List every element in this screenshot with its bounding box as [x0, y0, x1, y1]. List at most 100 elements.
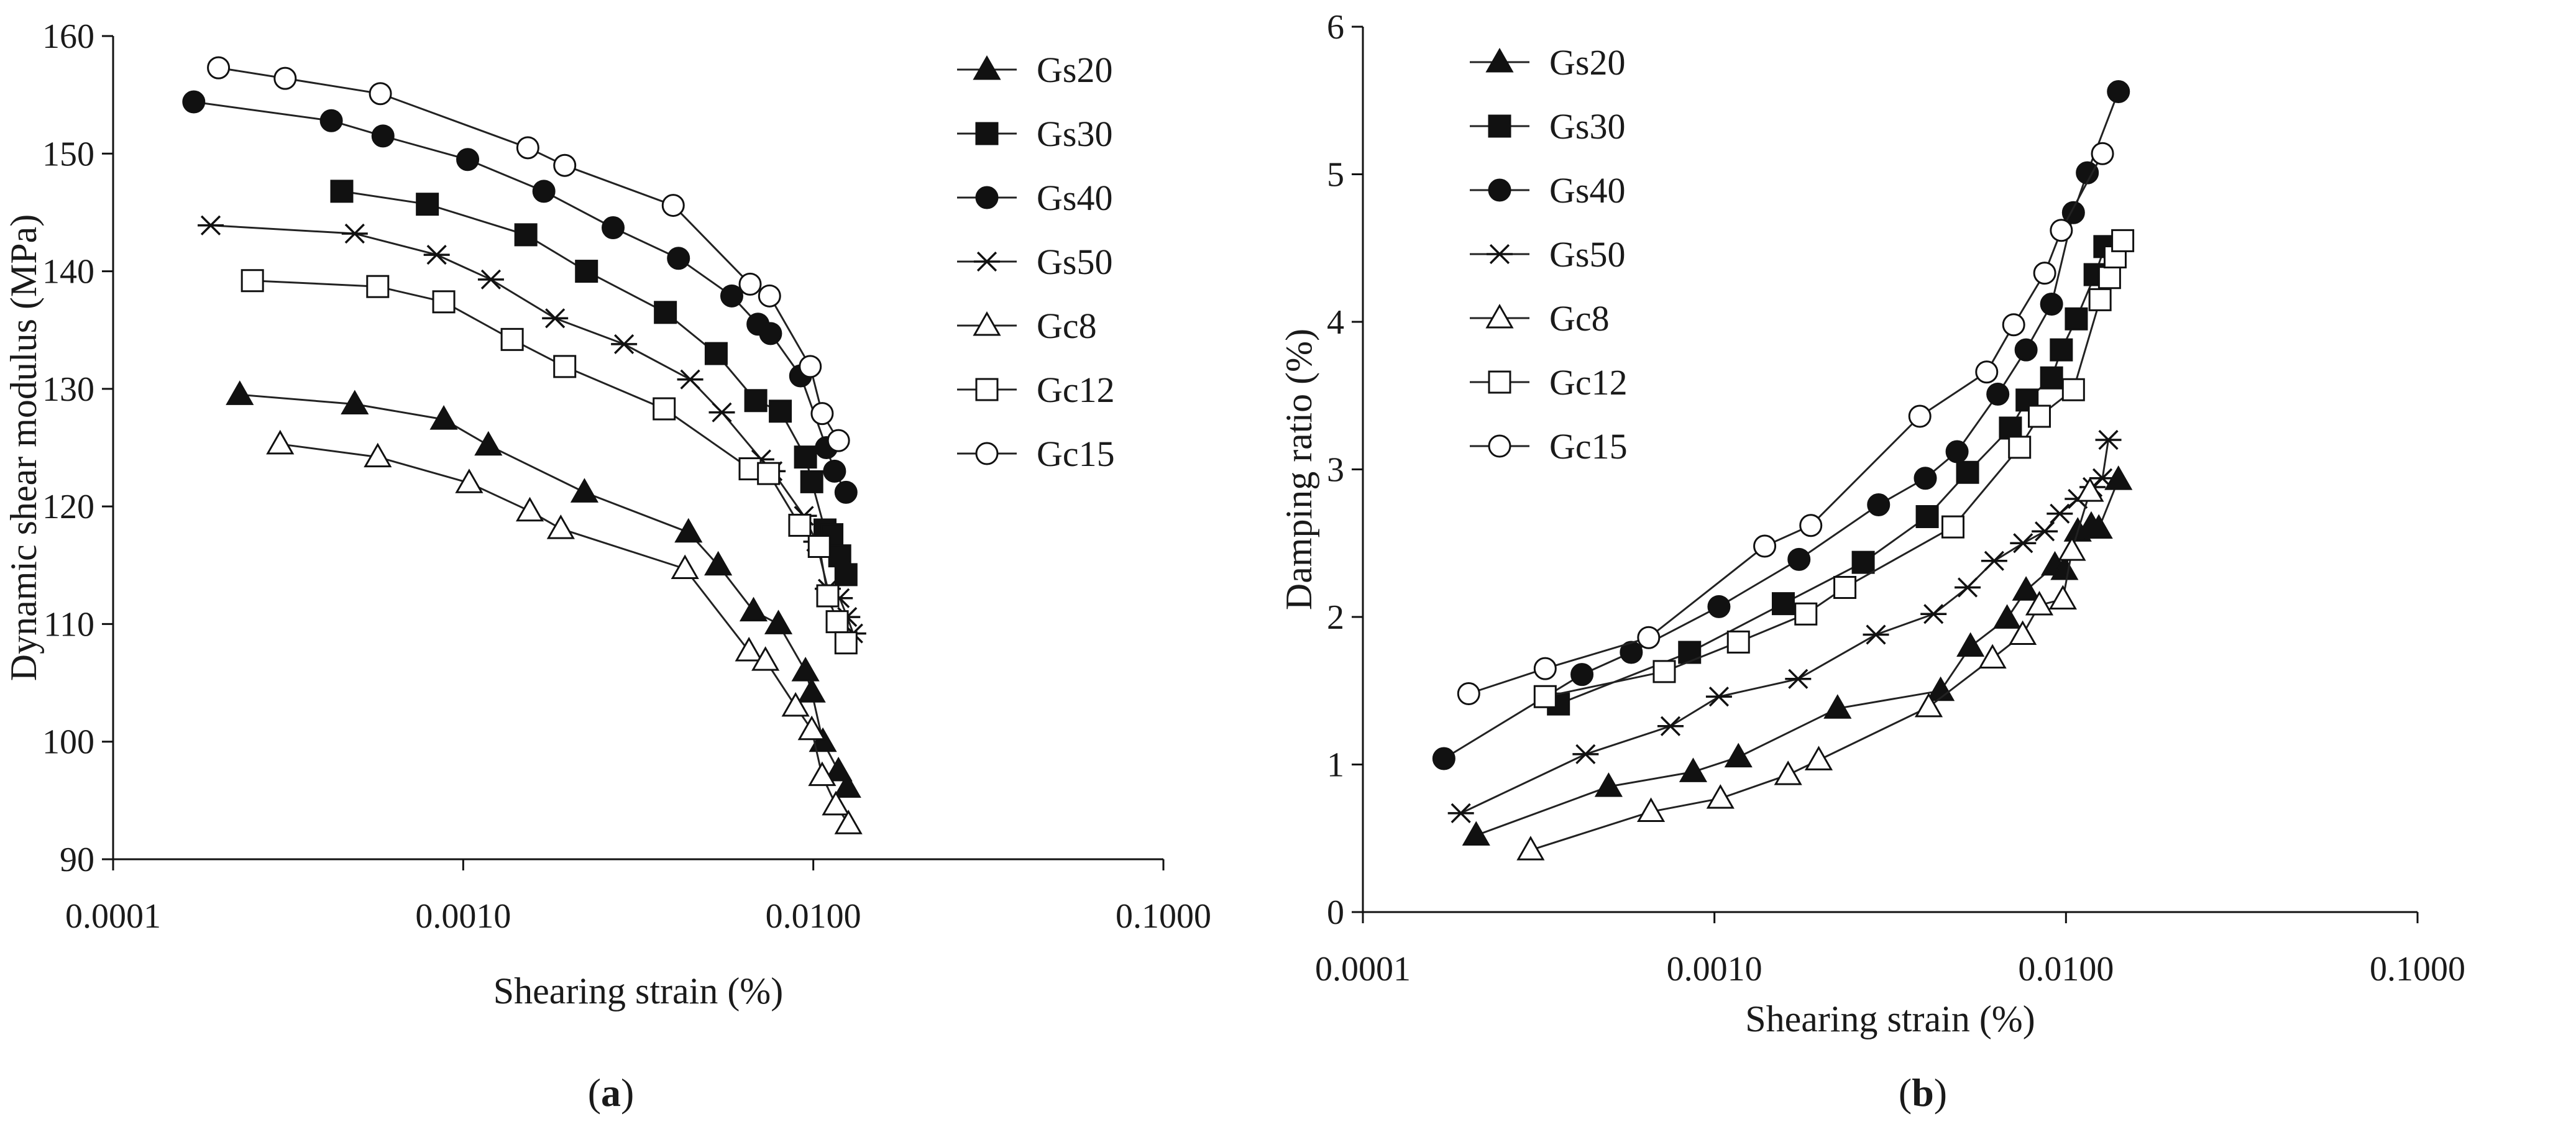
legend-marker-gc15 [1488, 434, 1511, 458]
data-point-gc12 [500, 327, 524, 351]
y-tick-label: 90 [60, 841, 94, 879]
data-point-gs40 [823, 459, 846, 483]
y-tick-label: 0 [1327, 893, 1344, 932]
legend-label: Gs50 [1549, 234, 1625, 275]
panel-label-open: ( [1899, 1070, 1912, 1115]
data-point-gs20 [226, 380, 254, 405]
legend-label: Gs20 [1037, 50, 1112, 90]
data-point-gs20 [570, 478, 599, 503]
series-line-gs40 [193, 101, 847, 493]
data-point-gc12 [2028, 404, 2051, 428]
data-point-gc15 [758, 284, 781, 308]
legend-item-gs20: Gs20 [957, 50, 1112, 90]
series-gc8 [1516, 477, 2104, 860]
data-point-gc8 [834, 810, 863, 834]
data-point-gs50 [341, 223, 368, 244]
data-point-gs20 [797, 678, 826, 703]
legend-item-gs50: Gs50 [957, 242, 1112, 282]
data-point-gc8 [797, 715, 826, 741]
data-point-gs40 [1432, 747, 1455, 770]
data-point-gs50 [1447, 803, 1474, 823]
x-tick-label: 0.0100 [2018, 950, 2114, 988]
data-point-gs40 [532, 180, 556, 203]
legend-item-gc15: Gc15 [1470, 426, 1628, 467]
data-point-gs40 [1945, 440, 1969, 463]
data-point-gc8 [1516, 836, 1545, 860]
x-tick-label: 0.0010 [415, 897, 511, 936]
legend-label: Gs20 [1549, 42, 1625, 83]
data-point-gs20 [1679, 757, 1708, 782]
legend-marker-gs30 [975, 122, 999, 145]
data-point-gc12 [788, 513, 812, 537]
data-point-gc15 [1457, 682, 1480, 705]
data-point-gs50 [1955, 577, 1981, 598]
data-point-gs20 [1823, 694, 1852, 719]
data-point-gs30 [704, 342, 728, 365]
data-point-gc15 [1799, 514, 1823, 537]
x-axis-title: Shearing strain (%) [493, 970, 784, 1011]
y-tick-label: 3 [1327, 451, 1344, 490]
data-point-gc8 [515, 496, 544, 522]
data-point-gs50 [542, 308, 569, 329]
series-gc12 [241, 269, 858, 655]
data-point-gc12 [241, 269, 264, 293]
data-point-gs20 [1462, 821, 1490, 846]
data-point-gc8 [1774, 760, 1802, 785]
data-point-gc8 [2009, 620, 2037, 645]
data-point-gs40 [667, 247, 690, 270]
data-point-gs50 [423, 244, 450, 265]
legend-item-gs30: Gs30 [1470, 106, 1625, 147]
data-point-gc12 [1794, 602, 1818, 626]
data-point-gs50 [2047, 503, 2073, 524]
data-point-gs20 [1927, 676, 1955, 701]
data-point-gs20 [791, 657, 820, 682]
y-axis-title: Dynamic shear modulus (MPa) [3, 214, 44, 682]
panel-label-close: ) [1934, 1070, 1947, 1115]
data-point-gc8 [1978, 644, 2007, 669]
legend-item-gs40: Gs40 [957, 178, 1112, 218]
data-point-gs30 [794, 445, 817, 469]
legend-label: Gc8 [1549, 298, 1610, 339]
series-gc15 [1457, 142, 2114, 705]
data-point-gs30 [2065, 307, 2088, 331]
legend-marker-gs50 [1487, 244, 1513, 265]
data-point-gs20 [1956, 632, 1985, 657]
data-point-gs40 [1707, 595, 1731, 618]
data-point-gs50 [2089, 468, 2116, 488]
data-point-gs50 [2095, 429, 2122, 450]
data-point-gc8 [808, 761, 837, 787]
y-tick-label: 6 [1327, 8, 1344, 47]
data-point-gc15 [273, 66, 297, 90]
data-point-gs40 [1914, 467, 1937, 490]
data-point-gs20 [674, 518, 703, 543]
data-point-gc8 [1804, 746, 1833, 770]
panel-label: (a) [588, 1070, 635, 1115]
data-point-gs30 [2050, 338, 2073, 362]
data-point-gs30 [769, 399, 792, 423]
data-point-gc15 [516, 136, 539, 160]
legend-label: Gs30 [1037, 114, 1112, 154]
y-tick-label: 130 [42, 370, 94, 409]
data-point-gc8 [735, 636, 763, 662]
data-point-gs50 [2010, 533, 2037, 554]
legend-label: Gs40 [1037, 178, 1112, 218]
data-point-gs20 [704, 550, 733, 576]
data-point-gs30 [1771, 592, 1795, 616]
legend-item-gs30: Gs30 [957, 114, 1112, 154]
legend-item-gc8: Gc8 [1470, 298, 1610, 339]
data-point-gc15 [1533, 657, 1557, 680]
data-point-gs30 [654, 301, 677, 324]
legend-marker-gc12 [1488, 370, 1511, 394]
data-point-gc12 [1833, 576, 1857, 599]
data-point-gs30 [330, 180, 354, 203]
data-point-gs50 [1863, 624, 1889, 645]
y-tick-label: 140 [42, 253, 94, 291]
data-point-gs50 [1785, 669, 1812, 689]
y-tick-label: 160 [42, 17, 94, 56]
legend-marker-gs40 [1488, 178, 1511, 202]
chart-b-damping-ratio: 0 1 2 3 4 5 6 0.0001 0.0010 0.0100 0.1000 Shearing … [1278, 8, 2465, 1115]
legend-label: Gc12 [1037, 370, 1115, 410]
y-tick-label: 120 [42, 488, 94, 526]
data-point-gs50 [1572, 744, 1599, 764]
legend-item-gc12: Gc12 [957, 370, 1115, 410]
